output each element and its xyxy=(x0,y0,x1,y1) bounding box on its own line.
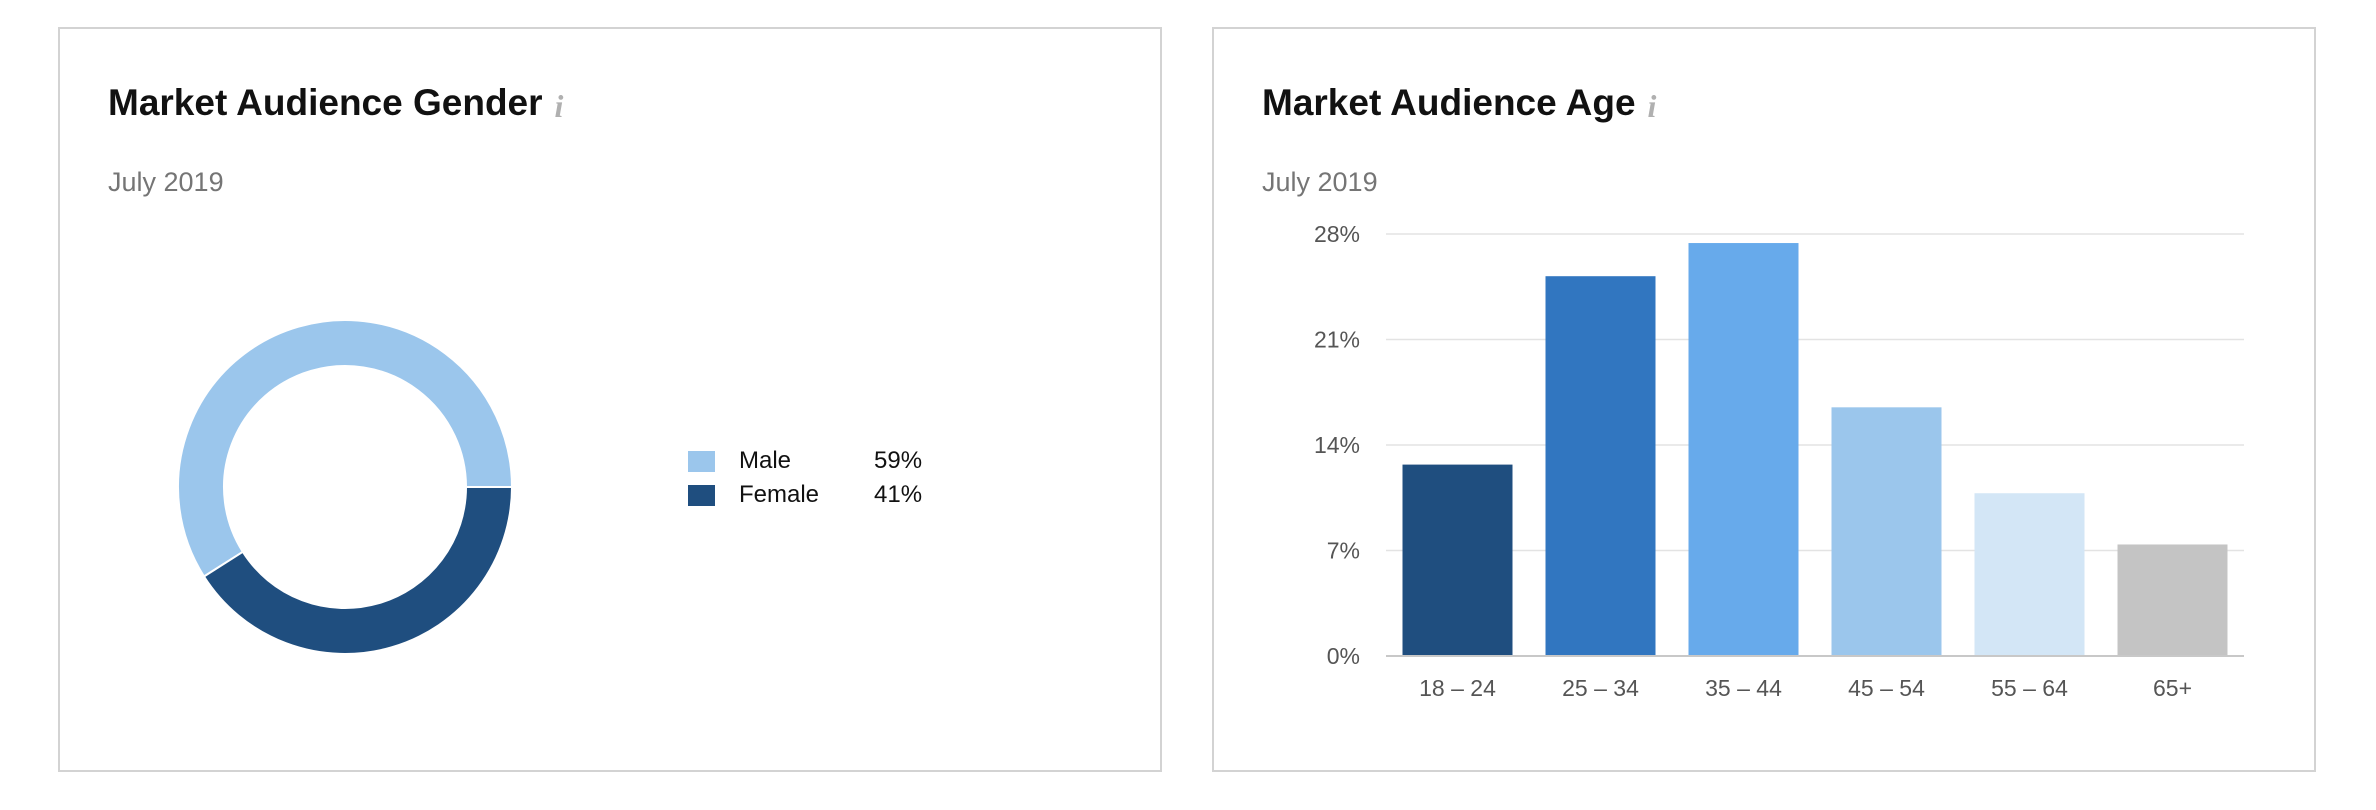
bar-55-64[interactable] xyxy=(1974,493,2085,656)
y-tick-label: 0% xyxy=(1327,643,1360,669)
bar-65+[interactable] xyxy=(2117,544,2228,656)
y-tick-label: 21% xyxy=(1314,327,1360,353)
legend-label: Female xyxy=(739,481,820,508)
x-tick-label: 18 – 24 xyxy=(1419,675,1496,701)
bar-25-34[interactable] xyxy=(1545,276,1656,656)
legend-value: 59% xyxy=(874,447,923,474)
gender-card-subtitle: July 2019 xyxy=(108,167,224,197)
legend-swatch xyxy=(688,485,715,506)
bar-35-44[interactable] xyxy=(1688,243,1799,657)
info-icon[interactable]: i xyxy=(554,88,564,124)
gender-card-title: Market Audience Gender i xyxy=(108,81,563,128)
legend-value: 41% xyxy=(874,481,923,508)
legend-item-male[interactable]: Male 59% xyxy=(688,444,988,478)
gender-title-text: Market Audience Gender xyxy=(108,82,543,123)
x-tick-label: 35 – 44 xyxy=(1705,675,1782,701)
age-bar-chart: 0% 7% 14% 21% 28% 18 – 24 25 – 34 35 – 44 45 – 5… xyxy=(1314,221,2244,701)
age-title-text: Market Audience Age xyxy=(1262,82,1636,123)
gender-donut-chart xyxy=(177,319,514,655)
donut-slice-female[interactable] xyxy=(202,486,514,655)
age-card-title: Market Audience Age i xyxy=(1262,81,1656,128)
age-card-subtitle: July 2019 xyxy=(1262,167,1378,197)
x-tick-label: 55 – 64 xyxy=(1991,675,2068,701)
x-tick-label: 25 – 34 xyxy=(1562,675,1639,701)
bar-18-24[interactable] xyxy=(1402,464,1513,656)
gender-legend: Male 59% Female 41% xyxy=(688,444,988,512)
y-tick-label: 7% xyxy=(1327,538,1360,564)
age-card: Market Audience Age i July 2019 0% 7% 14% 21… xyxy=(1212,27,2316,772)
legend-label: Male xyxy=(739,447,792,474)
x-tick-label: 65+ xyxy=(2153,675,2192,701)
legend-item-female[interactable]: Female 41% xyxy=(688,478,988,512)
y-tick-label: 28% xyxy=(1314,221,1360,247)
bar-45-54[interactable] xyxy=(1831,407,1942,656)
legend-swatch xyxy=(688,451,715,472)
gender-card: Market Audience Gender i July 2019 Male 59… xyxy=(58,27,1162,772)
donut-slice-male[interactable] xyxy=(177,319,514,578)
info-icon[interactable]: i xyxy=(1647,88,1657,124)
y-tick-label: 14% xyxy=(1314,432,1360,458)
x-tick-label: 45 – 54 xyxy=(1848,675,1925,701)
